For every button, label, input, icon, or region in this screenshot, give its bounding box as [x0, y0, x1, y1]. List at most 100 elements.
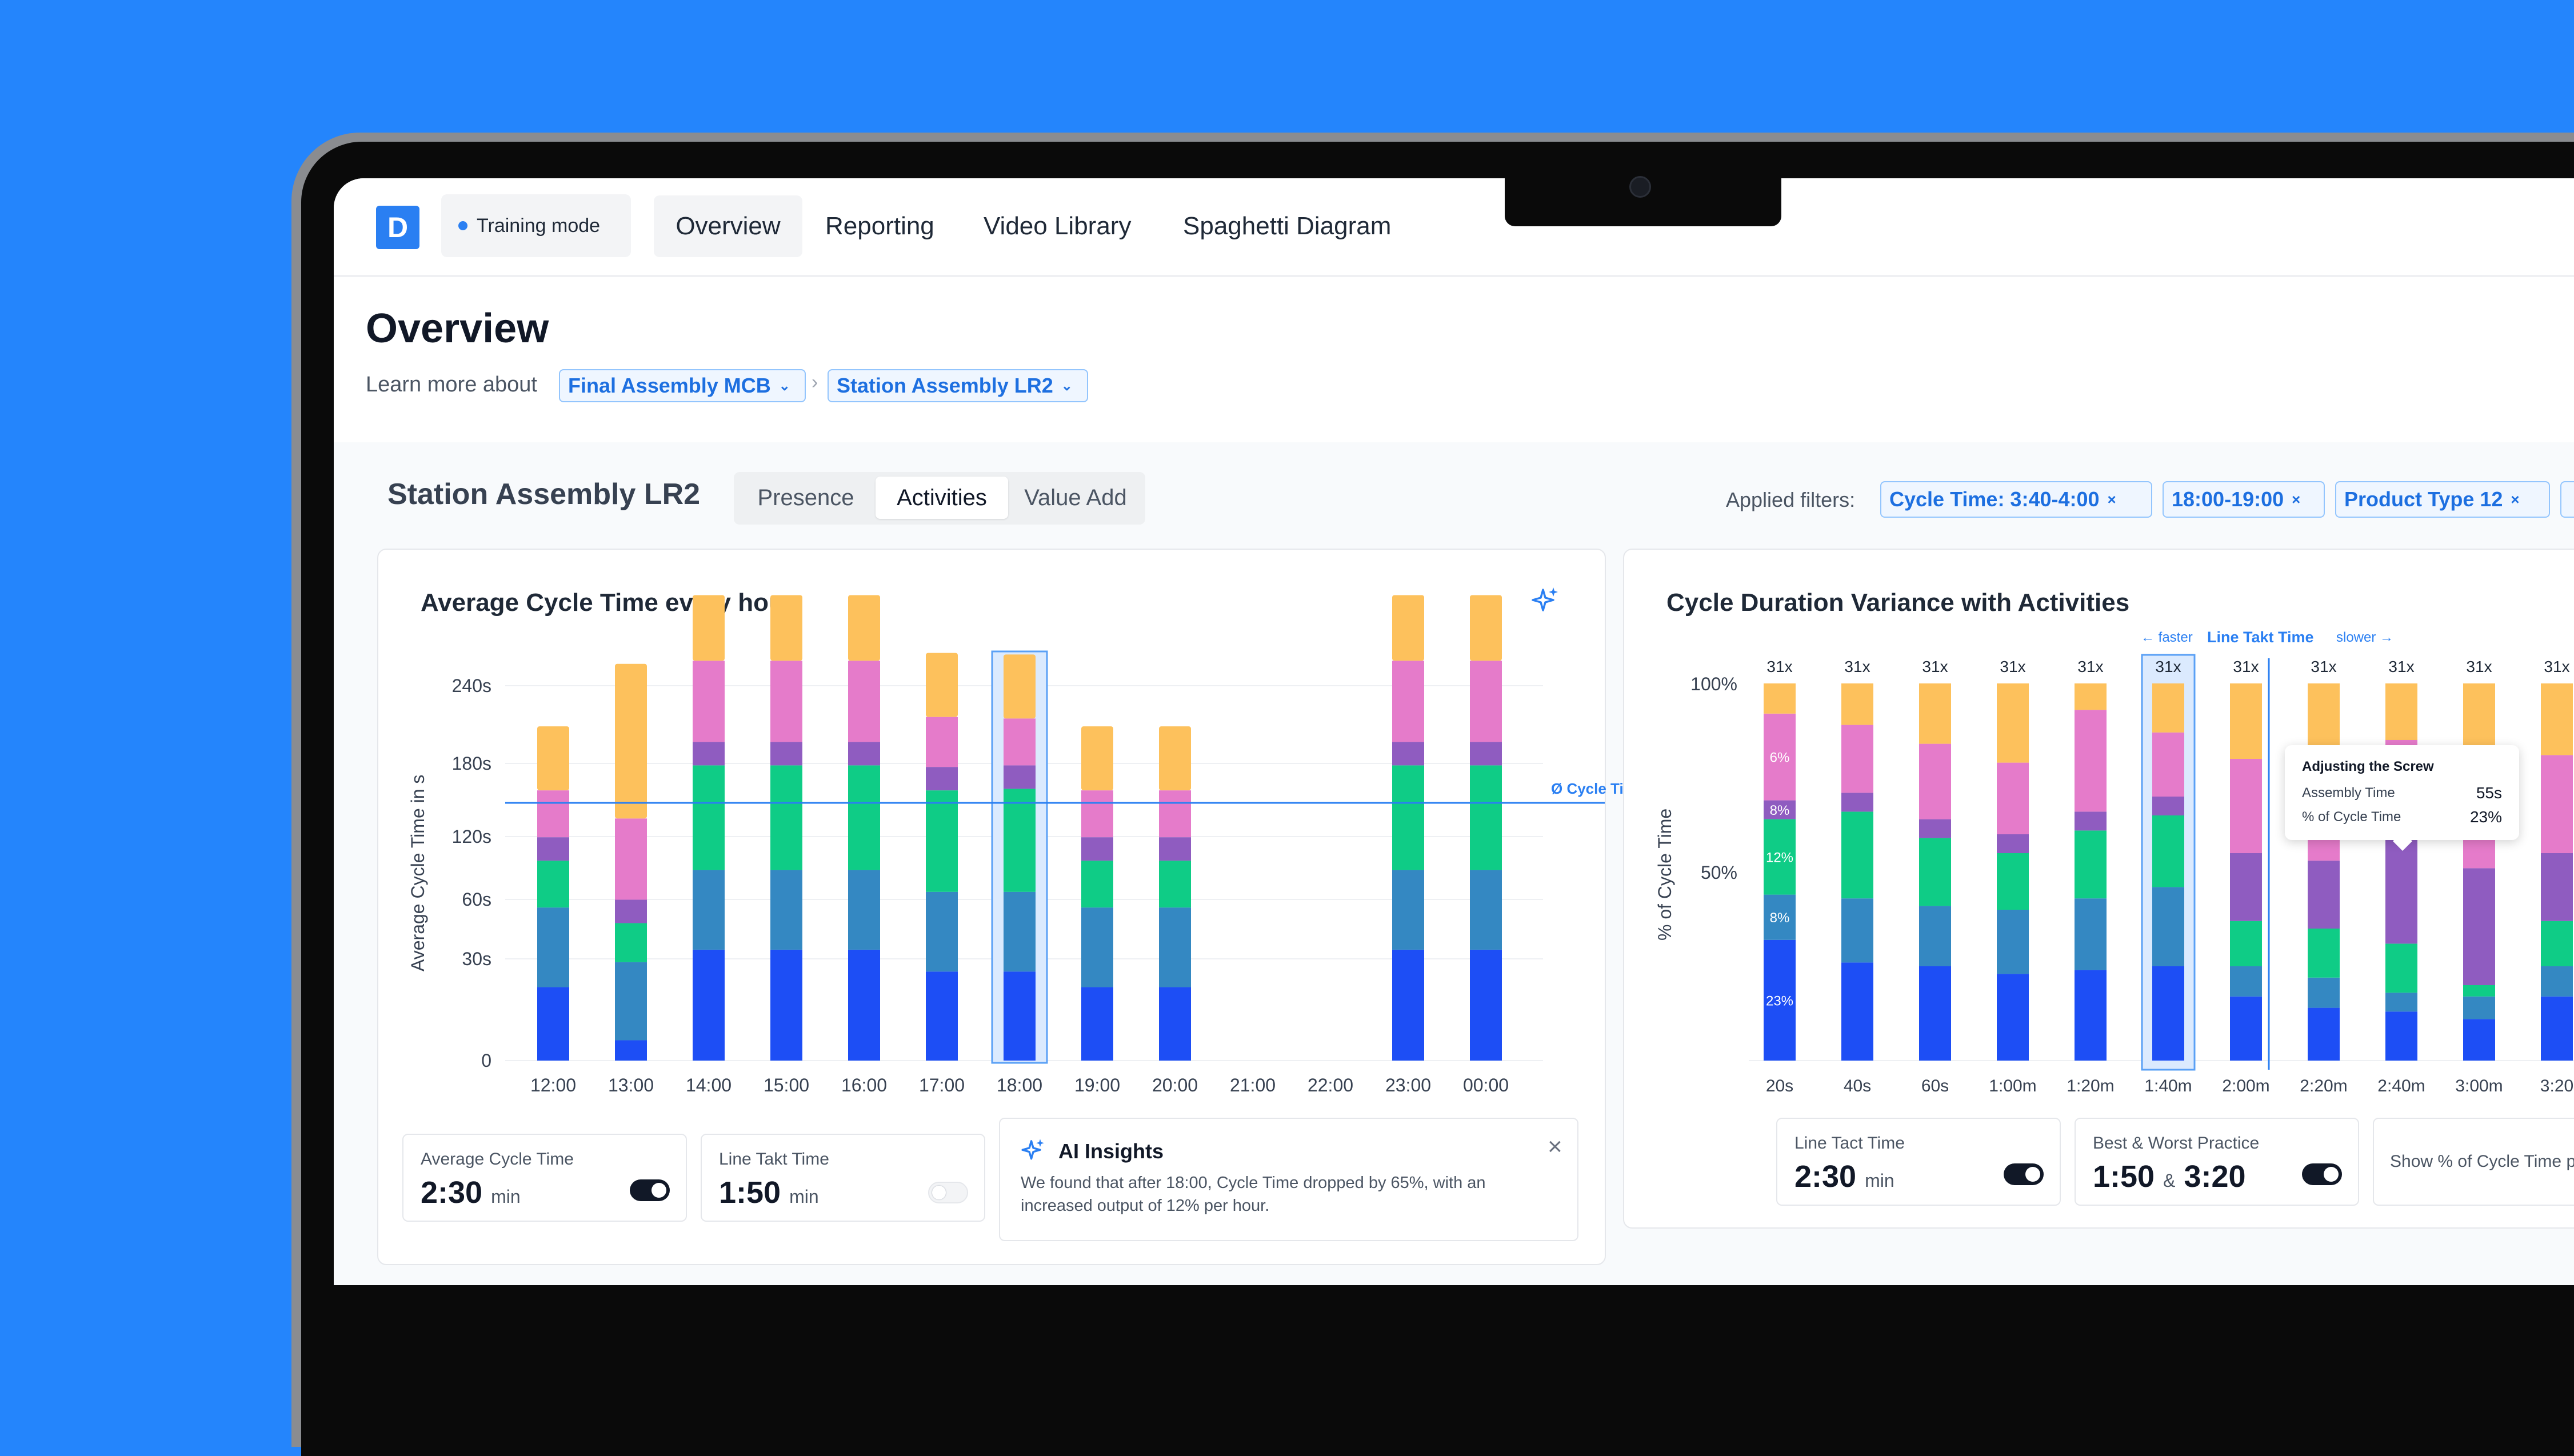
filter-label: 18:00-19:00 [2172, 487, 2284, 511]
bar-segment [1004, 654, 1036, 719]
tooltip-row-value: 23% [2469, 808, 2502, 826]
tab-value-add[interactable]: Value Add [1024, 485, 1127, 510]
bar-segment [1919, 838, 1951, 906]
tooltip-row-value: 55s [2476, 784, 2502, 802]
line-tact-time-toggle[interactable] [2004, 1163, 2044, 1185]
bar-segment [1919, 819, 1951, 838]
bar-segment [848, 949, 880, 1061]
bar-segment [1764, 713, 1796, 801]
training-mode-badge[interactable]: Training mode [441, 194, 631, 257]
tab-presence[interactable]: Presence [757, 485, 854, 510]
y-tick-label: 100% [1690, 674, 1737, 694]
bar-segment [2075, 710, 2107, 812]
nav-video-library[interactable]: Video Library [984, 212, 1132, 240]
count-label: 31x [2233, 658, 2259, 675]
bar-segment [2308, 1007, 2340, 1061]
filter-chip-more[interactable] [2560, 481, 2574, 518]
summary-label[interactable]: Show % of Cycle Time p [2390, 1152, 2574, 1171]
best-worst-practice-toggle[interactable] [2302, 1163, 2342, 1185]
bar-segment [1004, 971, 1036, 1061]
nav-spaghetti-diagram[interactable]: Spaghetti Diagram [1183, 212, 1392, 240]
section-title: Station Assembly LR2 [387, 478, 701, 511]
bar-segment [926, 790, 958, 892]
bar-segment [693, 765, 725, 870]
bar-segment [2152, 732, 2184, 797]
nav-overview[interactable]: Overview [654, 195, 802, 257]
tab-activities[interactable]: Activities [876, 477, 1008, 519]
breadcrumb-final-assembly[interactable]: Final Assembly MCB ⌄ [559, 369, 806, 402]
nav-reporting[interactable]: Reporting [825, 212, 934, 240]
close-icon[interactable]: × [1548, 1133, 1562, 1161]
filter-chip-hour[interactable]: 18:00-19:00 × [2163, 481, 2325, 518]
remove-filter-icon[interactable]: × [2292, 490, 2301, 508]
bar-segment [2541, 683, 2573, 755]
bar-segment [1159, 987, 1191, 1061]
breadcrumb-station-assembly[interactable]: Station Assembly LR2 ⌄ [828, 369, 1088, 402]
bar-segment [1919, 906, 1951, 966]
bar-segment [2541, 755, 2573, 853]
stacked-bars[interactable] [1764, 683, 2573, 1061]
bar-segment [2230, 853, 2262, 921]
bar-segment [2075, 683, 2107, 710]
bar-segment [2152, 683, 2184, 733]
y-tick-label: 60s [462, 889, 491, 910]
remove-filter-icon[interactable]: × [2511, 490, 2520, 508]
tooltip-title: Adjusting the Screw [2302, 759, 2434, 774]
bar-segment [1997, 853, 2029, 910]
ampersand-label: & [2163, 1170, 2176, 1191]
bar-segment [1997, 910, 2029, 974]
remove-filter-icon[interactable]: × [2107, 490, 2116, 508]
view-tabs: Presence Activities Value Add [734, 472, 1145, 525]
camera-icon [1629, 176, 1651, 198]
sparkle-icon [1020, 1137, 1047, 1165]
stacked-bars[interactable] [537, 595, 1502, 1061]
bar-segment [1159, 790, 1191, 838]
x-tick-label: 3:20 [2540, 1077, 2573, 1093]
bar-segment [926, 653, 958, 717]
bar-segment [770, 949, 802, 1061]
worst-practice-value: 3:20 [2184, 1159, 2246, 1194]
y-tick-label: 240s [452, 675, 491, 696]
cycle-variance-chart: % of Cycle Time 100%50% 31x 31x 31x 31x 31x 3… [1654, 654, 2574, 1093]
bar-segment [2541, 966, 2573, 997]
bar-segment [1081, 726, 1113, 791]
line-takt-time-summary: Line Takt Time 1:50 min [701, 1134, 985, 1222]
applied-filters-label: Applied filters: [1726, 488, 1856, 511]
bar-segment [693, 949, 725, 1061]
y-axis-ticks: 240s 180s 120s 60s 30s 0 [452, 675, 491, 1071]
filter-chip-product-type[interactable]: Product Type 12 × [2335, 481, 2550, 518]
summary-value: 2:30 min [1794, 1159, 1894, 1194]
bar-segment [1919, 743, 1951, 819]
bar-segment [1004, 891, 1036, 972]
line-takt-time-toggle[interactable] [928, 1182, 968, 1203]
bar-segment [2230, 996, 2262, 1061]
chevron-down-icon: ⌄ [1061, 378, 1073, 394]
x-axis-labels: 20s 40s 60s 1:00m 1:20m 1:40m 2:00m 2:20m 2:40m 3… [1766, 1077, 2573, 1093]
sparkle-icon[interactable] [1529, 585, 1561, 617]
app-logo[interactable]: D [376, 206, 419, 249]
average-cycle-time-toggle[interactable] [630, 1179, 670, 1201]
y-tick-label: 0 [481, 1050, 491, 1071]
bar-segment [1764, 894, 1796, 940]
filter-chip-cycle-time[interactable]: Cycle Time: 3:40-4:00 × [1880, 481, 2152, 518]
top-navigation: D Training mode Overview Reporting Video… [334, 178, 2574, 277]
x-tick-label: 22:00 [1308, 1075, 1353, 1093]
y-tick-label: 120s [452, 826, 491, 847]
bar-segment [2230, 683, 2262, 759]
bar-segment [1470, 742, 1502, 766]
bar-segment [2308, 861, 2340, 929]
bar-segment [1841, 811, 1873, 899]
summary-label: Best & Worst Practice [2093, 1134, 2260, 1153]
count-label: 31x [2077, 658, 2103, 675]
bar-segment [1470, 595, 1502, 661]
bar-segment [1159, 907, 1191, 987]
bar-segment [1764, 819, 1796, 895]
ai-insights-title: AI Insights [1058, 1139, 1164, 1163]
y-axis-label: Average Cycle Time in s [407, 775, 428, 971]
bar-segment [770, 765, 802, 870]
bar-segment [2463, 1019, 2495, 1061]
right-chart-title: Cycle Duration Variance with Activities [1666, 589, 2130, 617]
bar-segment [2308, 977, 2340, 1008]
bar-segment [693, 661, 725, 742]
bar-segment [1159, 861, 1191, 908]
